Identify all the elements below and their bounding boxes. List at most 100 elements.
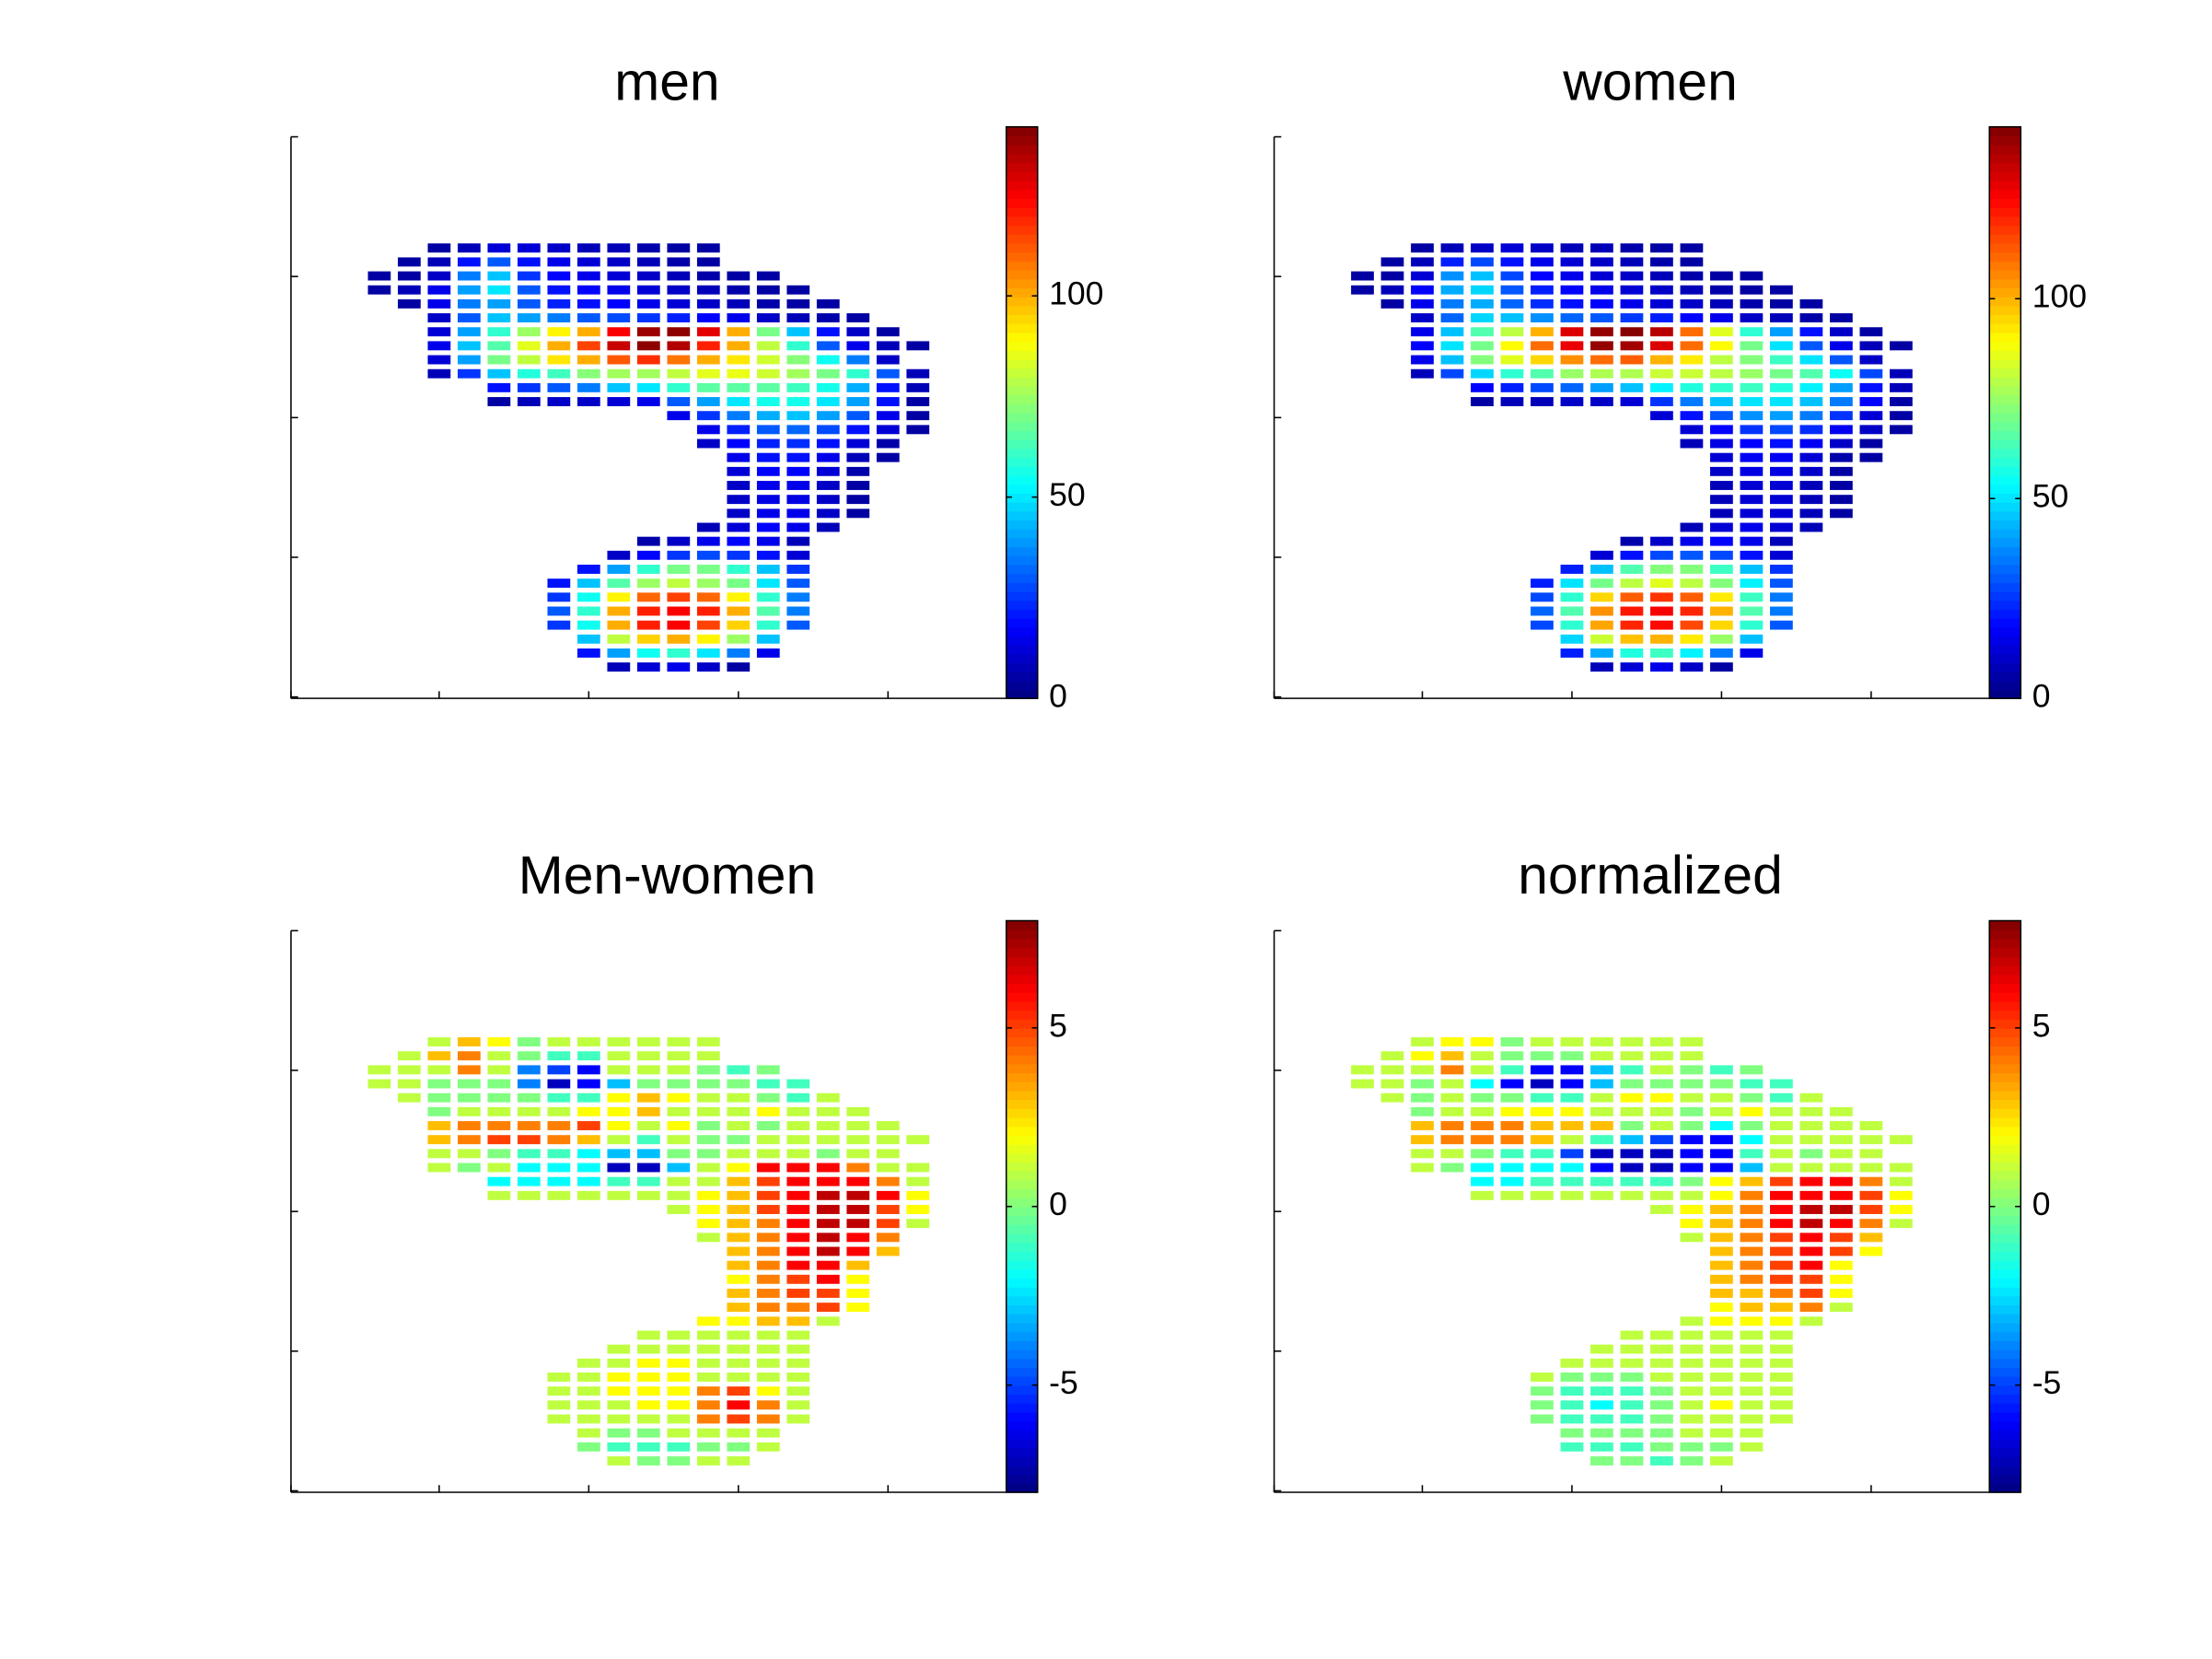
cell <box>1650 606 1673 616</box>
cell <box>786 1106 810 1116</box>
cell <box>756 368 780 379</box>
cell <box>786 1303 810 1313</box>
colorbar-step <box>1989 368 2021 378</box>
cell <box>547 397 571 406</box>
cell <box>487 1135 511 1145</box>
cell <box>1770 397 1793 406</box>
cell <box>846 1289 870 1298</box>
cell <box>1799 341 1823 351</box>
cell <box>1830 1190 1853 1200</box>
cell <box>1411 1092 1434 1103</box>
cell <box>576 243 600 253</box>
cell <box>1680 313 1704 322</box>
cell <box>846 382 870 392</box>
cell <box>636 1092 660 1103</box>
cell <box>458 313 481 322</box>
cell <box>756 285 780 295</box>
cell <box>517 341 541 351</box>
colorbar-step <box>1989 1314 2021 1324</box>
cell <box>1650 313 1673 322</box>
cell <box>636 1455 660 1466</box>
cell <box>1889 382 1913 392</box>
cell <box>667 271 691 281</box>
cell <box>607 1455 631 1466</box>
cell <box>1590 1344 1613 1354</box>
cell <box>1471 1037 1494 1046</box>
cell <box>667 411 691 421</box>
cell <box>786 1079 810 1089</box>
cell <box>1710 578 1733 589</box>
cell <box>1560 1373 1584 1382</box>
cell <box>1560 620 1584 630</box>
cell <box>1710 327 1733 337</box>
cell <box>607 368 631 379</box>
cell <box>696 1428 720 1438</box>
cell <box>636 327 660 337</box>
cell <box>576 327 600 337</box>
cell <box>816 411 840 421</box>
cell <box>1740 1289 1764 1298</box>
cell <box>1740 298 1764 309</box>
colorbar-step <box>1989 171 2021 181</box>
cell <box>696 1051 720 1061</box>
cell <box>1680 397 1704 406</box>
cell <box>727 397 751 406</box>
cell <box>786 452 810 462</box>
colorbar-step <box>1006 1027 1038 1038</box>
colorbar-step <box>1989 938 2021 949</box>
cell <box>1590 1400 1613 1410</box>
cell <box>1680 1344 1704 1354</box>
cell <box>1351 1079 1374 1089</box>
cell <box>607 285 631 295</box>
cell <box>1500 1037 1524 1046</box>
colorbar-step <box>1989 964 2021 976</box>
cell <box>786 592 810 602</box>
cell <box>696 285 720 295</box>
cell <box>1620 620 1644 630</box>
cell <box>667 1358 691 1368</box>
cell <box>636 1162 660 1173</box>
cell <box>816 298 840 309</box>
colorbar-step <box>1006 609 1038 619</box>
colorbar-step <box>1989 1224 2021 1234</box>
colorbar-step <box>1989 1027 2021 1038</box>
cell <box>1770 565 1793 574</box>
cell <box>786 313 810 322</box>
colorbar-step <box>1006 377 1038 387</box>
cell <box>1710 1065 1733 1075</box>
cell <box>1620 1330 1644 1340</box>
cell <box>1590 578 1613 589</box>
cell <box>1620 1373 1644 1382</box>
cell <box>816 1246 840 1256</box>
cell <box>667 397 691 406</box>
cell <box>816 481 840 490</box>
cell <box>876 1190 900 1200</box>
cell <box>1500 298 1524 309</box>
cell <box>876 368 900 379</box>
cell <box>1590 606 1613 616</box>
cell <box>1710 1260 1733 1270</box>
cell <box>1590 368 1613 379</box>
colorbar-step <box>1989 636 2021 646</box>
colorbar-step <box>1989 180 2021 191</box>
cell <box>517 1051 541 1061</box>
cell <box>1889 425 1913 435</box>
cell <box>667 243 691 253</box>
cell <box>1680 1358 1704 1368</box>
colorbar-step <box>1989 474 2021 485</box>
cell <box>1590 1092 1613 1103</box>
colorbar-step <box>1989 1430 2021 1440</box>
colorbar-step <box>1006 1081 1038 1092</box>
colorbar-step <box>1006 430 1038 440</box>
colorbar-step <box>1006 1438 1038 1449</box>
cell <box>607 1442 631 1452</box>
cell <box>487 1121 511 1130</box>
cell <box>547 1106 571 1116</box>
cell <box>636 1428 660 1438</box>
cell <box>1351 271 1374 281</box>
cell <box>1440 1065 1464 1075</box>
cell <box>696 382 720 392</box>
colorbar-step <box>1006 938 1038 949</box>
colorbar-step <box>1006 1135 1038 1145</box>
cell <box>1680 522 1704 532</box>
